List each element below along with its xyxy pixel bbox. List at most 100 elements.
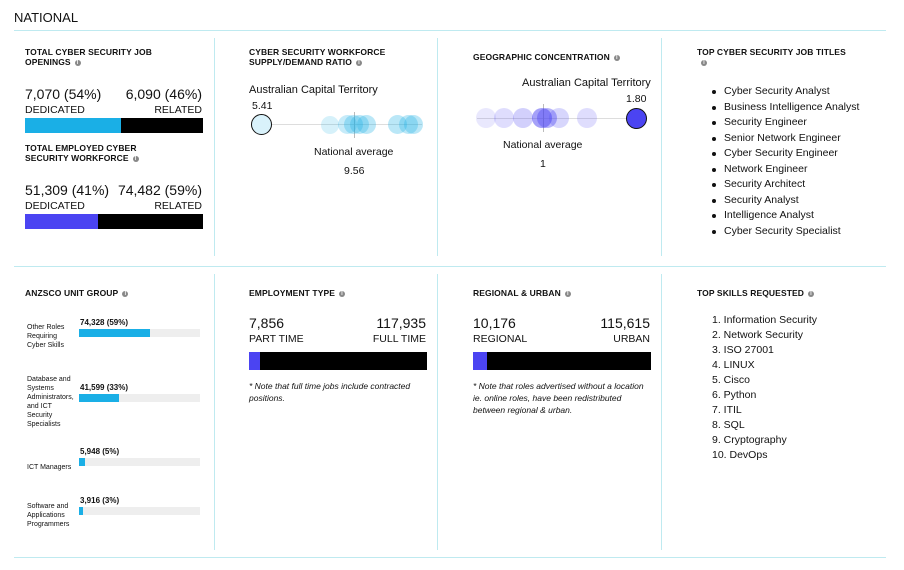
list-item: Intelligence Analyst [710, 208, 859, 224]
top-jobs-title: TOP CYBER SECURITY JOB TITLESi [697, 47, 846, 66]
anzsco-item-fill [79, 394, 119, 402]
anzsco-item-bar [79, 507, 200, 515]
supply-state-dot[interactable] [357, 115, 376, 134]
info-icon[interactable]: i [355, 59, 362, 66]
list-item: Network Engineer [710, 162, 859, 178]
list-item: 6. Python [712, 389, 757, 401]
divider-middle [14, 266, 886, 267]
openings-related-label: RELATED [154, 104, 202, 116]
openings-dedicated-fill [25, 118, 122, 133]
list-item: 5. Cisco [712, 374, 750, 386]
openings-bar [25, 118, 203, 133]
employment-part-time-value: 7,856 [249, 315, 285, 331]
list-item: Security Engineer [710, 115, 859, 131]
info-icon[interactable]: i [701, 59, 707, 66]
list-item: Senior Network Engineer [710, 131, 859, 147]
employed-title: TOTAL EMPLOYED CYBER SECURITY WORKFORCE i [25, 143, 175, 163]
geo-state-dot[interactable] [549, 108, 569, 128]
anzsco-item-value: 74,328 (59%) [80, 318, 129, 327]
anzsco-item-label: Database and Systems Administrators, and… [27, 376, 74, 428]
anzsco-item-bar [79, 458, 200, 466]
geo-state-dot[interactable] [476, 108, 496, 128]
list-item: 1. Information Security [712, 314, 818, 326]
list-item: 10. DevOps [712, 449, 768, 461]
employed-dedicated-label: DEDICATED [25, 200, 85, 212]
supply-region-label: Australian Capital Territory [249, 84, 378, 96]
urban-label: URBAN [613, 333, 650, 345]
anzsco-item-value: 3,916 (3%) [80, 496, 120, 505]
list-item: 9. Cryptography [712, 434, 787, 446]
supply-region-dot[interactable] [251, 114, 272, 135]
employment-note: * Note that full time jobs include contr… [249, 381, 411, 403]
anzsco-item-fill [79, 329, 151, 337]
list-item: 7. ITIL [712, 404, 742, 416]
supply-state-dot[interactable] [399, 115, 418, 134]
regional-title: REGIONAL & URBAN i [473, 288, 571, 298]
divider-v1-bottom [214, 274, 215, 550]
info-icon[interactable]: i [74, 59, 81, 66]
employment-bar [249, 352, 427, 370]
anzsco-item-fill [79, 507, 83, 515]
supply-state-dot[interactable] [338, 115, 357, 134]
divider-top [14, 30, 886, 31]
list-item: Security Analyst [710, 193, 859, 209]
list-item: Cyber Security Analyst [710, 84, 859, 100]
employed-bar [25, 214, 203, 229]
geo-axis [477, 118, 627, 119]
employed-dedicated-value: 51,309 (41%) [25, 182, 110, 198]
list-item: 2. Network Security [712, 329, 804, 341]
anzsco-item-label: Software and Applications Programmers [27, 503, 70, 528]
openings-dedicated-value: 7,070 (54%) [25, 86, 102, 102]
supply-state-dot[interactable] [350, 115, 369, 134]
supply-region-value: 5.41 [252, 100, 273, 112]
list-item: Cyber Security Specialist [710, 224, 859, 240]
anzsco-item-value: 5,948 (5%) [80, 447, 120, 456]
supply-state-dot[interactable] [344, 115, 363, 134]
skills-title: TOP SKILLS REQUESTED i [697, 288, 815, 298]
geo-state-dot[interactable] [532, 108, 552, 128]
divider-bottom [14, 557, 886, 558]
list-item: 3. ISO 27001 [712, 344, 774, 356]
info-icon[interactable]: i [613, 54, 620, 61]
supply-state-dot[interactable] [321, 116, 339, 134]
supply-national-value: 9.56 [344, 165, 365, 177]
divider-v3-bottom [661, 274, 662, 550]
regional-bar [473, 352, 651, 370]
regional-label: REGIONAL [473, 333, 528, 345]
info-icon[interactable]: i [132, 155, 139, 162]
geo-region-label: Australian Capital Territory [522, 77, 651, 89]
urban-value: 115,615 [600, 315, 650, 331]
supply-state-dot[interactable] [388, 115, 407, 134]
anzsco-item-bar [79, 394, 200, 402]
info-icon[interactable]: i [339, 290, 346, 297]
anzsco-item-fill [79, 458, 86, 466]
geo-national-value: 1 [540, 158, 546, 170]
employment-part-time-label: PART TIME [249, 333, 304, 345]
geo-region-value: 1.80 [626, 93, 647, 105]
geo-state-dot[interactable] [494, 108, 514, 128]
divider-v3-top [661, 38, 662, 256]
info-icon[interactable]: i [808, 290, 815, 297]
list-item: Business Intelligence Analyst [710, 100, 859, 116]
geo-title: GEOGRAPHIC CONCENTRATION i [473, 52, 620, 62]
geo-state-dot[interactable] [537, 108, 557, 128]
openings-related-value: 6,090 (46%) [125, 86, 202, 102]
divider-v2-top [437, 38, 438, 256]
supply-national-label: National average [314, 146, 394, 158]
top-jobs-list: Cyber Security Analyst Business Intellig… [710, 84, 859, 239]
geo-region-dot[interactable] [626, 108, 647, 129]
supply-title: CYBER SECURITY WORKFORCE SUPPLY/DEMAND R… [249, 47, 386, 67]
employed-related-label: RELATED [154, 200, 202, 212]
geo-state-dot[interactable] [577, 108, 597, 128]
supply-state-dot[interactable] [404, 115, 423, 134]
employed-related-value: 74,482 (59%) [117, 182, 202, 198]
employment-title: EMPLOYMENT TYPE i [249, 288, 346, 298]
regional-fill [473, 352, 488, 370]
anzsco-item-value: 41,599 (33%) [80, 383, 129, 392]
info-icon[interactable]: i [122, 290, 129, 297]
employment-full-time-value: 117,935 [376, 315, 426, 331]
anzsco-item-label: ICT Managers [27, 464, 72, 471]
geo-state-dot[interactable] [513, 108, 533, 128]
info-icon[interactable]: i [564, 290, 571, 297]
openings-title: TOTAL CYBER SECURITY JOB OPENINGS i [25, 47, 152, 67]
